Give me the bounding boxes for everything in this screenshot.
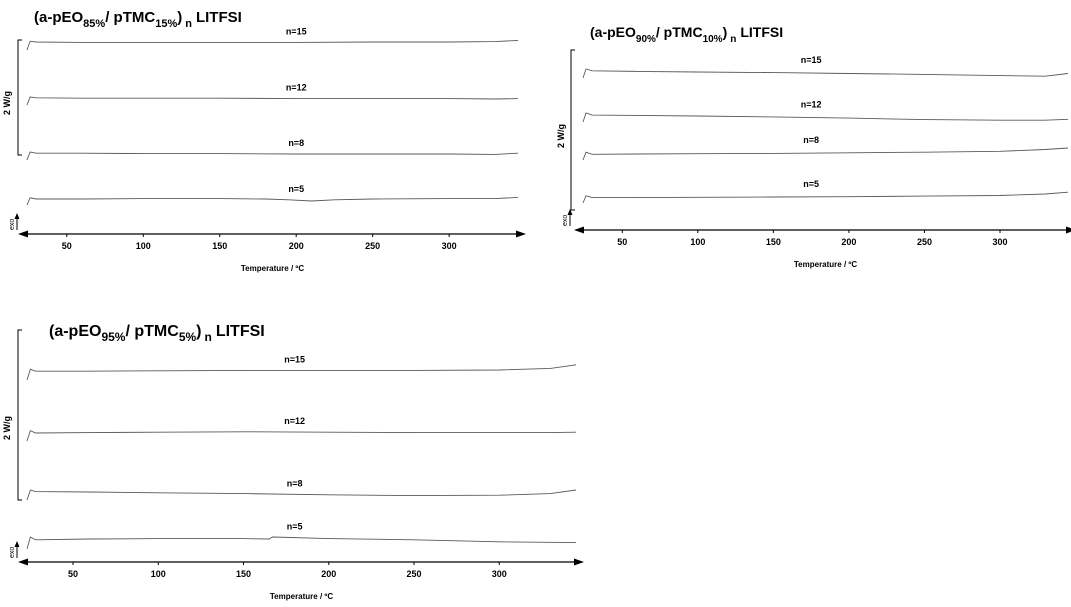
dsc-chart-95-5: (a-pEO95%/ pTMC5%) n LITFSI 2 W/g exo 50 100 15… — [2, 323, 584, 601]
x-tick-label: 150 — [766, 237, 781, 247]
x-tick-label: 300 — [492, 569, 507, 579]
series-label: n=8 — [287, 478, 303, 488]
x-tick-label: 100 — [151, 569, 166, 579]
series-line-n-12 — [26, 96, 519, 106]
series-label: n=8 — [288, 138, 304, 148]
chart-title-part: 90% — [636, 34, 656, 45]
x-tick-label: 50 — [62, 241, 72, 251]
scale-bar-label: 2 W/g — [2, 416, 12, 440]
chart-title-part: n — [204, 330, 211, 344]
series-label: n=5 — [287, 522, 303, 532]
x-tick-label: 250 — [365, 241, 380, 251]
x-axis-arrow-right — [516, 230, 526, 238]
x-tick-label: 200 — [289, 241, 304, 251]
series-label: n=12 — [284, 416, 305, 426]
series-label: n=12 — [801, 100, 822, 110]
x-tick-label: 50 — [617, 237, 627, 247]
x-axis-arrow-left — [574, 226, 584, 234]
x-tick-label: 100 — [690, 237, 705, 247]
chart-title-part: (a-pEO — [590, 24, 636, 40]
dsc-panel-85-15: (a-pEO85%/ pTMC15%) n LITFSI 2 W/g exo 50 100 1… — [0, 0, 540, 290]
x-tick-label: 150 — [236, 569, 251, 579]
exo-label: exo — [9, 547, 16, 558]
series-label: n=12 — [286, 83, 307, 93]
series-line-n-8 — [26, 151, 519, 161]
series-label: n=15 — [801, 55, 822, 65]
scale-bar-label: 2 W/g — [2, 91, 12, 115]
series-label: n=8 — [803, 135, 819, 145]
chart-title: (a-pEO90%/ pTMC10%) n LITFSI — [590, 24, 783, 45]
chart-title-part: 95% — [101, 330, 125, 344]
x-axis-arrow-left — [18, 230, 28, 238]
dsc-panel-90-10: (a-pEO90%/ pTMC10%) n LITFSI 2 W/g exo 50 100 1… — [540, 0, 1071, 290]
chart-title-part: ) — [723, 24, 728, 40]
series-label: n=15 — [286, 26, 307, 36]
chart-title-part: 85% — [83, 18, 105, 30]
chart-title-part: LITFSI — [740, 24, 783, 40]
x-axis-arrow-right — [1066, 226, 1071, 234]
series-label: n=15 — [284, 354, 305, 364]
chart-title-part: 5% — [179, 330, 197, 344]
series-line-n-12 — [26, 429, 577, 442]
exo-arrow-head — [14, 213, 20, 219]
chart-title-part: / pTMC — [656, 24, 703, 40]
chart-title-part: 10% — [703, 34, 723, 45]
x-tick-label: 300 — [442, 241, 457, 251]
exo-arrow-head — [14, 541, 20, 547]
series-label: n=5 — [803, 179, 819, 189]
x-axis-label: Temperature / ºC — [270, 592, 333, 601]
x-axis-arrow-left — [18, 558, 28, 566]
x-axis-label: Temperature / ºC — [794, 260, 857, 269]
x-tick-label: 200 — [321, 569, 336, 579]
x-tick-label: 50 — [68, 569, 78, 579]
series-line-n-12 — [582, 112, 1069, 123]
x-axis-label: Temperature / ºC — [241, 264, 304, 273]
series-line-n-15 — [582, 68, 1069, 79]
chart-title: (a-pEO95%/ pTMC5%) n LITFSI — [49, 323, 265, 344]
chart-title-part: ) — [177, 9, 182, 26]
series-label: n=5 — [288, 184, 304, 194]
dsc-chart-90-10: (a-pEO90%/ pTMC10%) n LITFSI 2 W/g exo 50 100 1… — [556, 24, 1071, 269]
exo-arrow-head — [567, 209, 573, 215]
chart-title-part: ) — [196, 323, 201, 340]
scale-bar-label: 2 W/g — [556, 124, 566, 148]
series-line-n-5 — [26, 196, 519, 206]
chart-title-part: n — [730, 34, 736, 45]
x-tick-label: 100 — [136, 241, 151, 251]
x-tick-label: 250 — [407, 569, 422, 579]
scale-bar — [17, 329, 22, 501]
x-tick-label: 200 — [841, 237, 856, 247]
chart-title-part: LITFSI — [216, 323, 265, 340]
scale-bar — [17, 39, 22, 156]
exo-label: exo — [562, 215, 569, 226]
dsc-chart-85-15: (a-pEO85%/ pTMC15%) n LITFSI 2 W/g exo 50 100 1… — [2, 9, 526, 273]
scale-bar — [570, 49, 575, 211]
x-tick-label: 250 — [917, 237, 932, 247]
series-line-n-15 — [26, 39, 519, 51]
dsc-panel-95-5: (a-pEO95%/ pTMC5%) n LITFSI 2 W/g exo 50 100 15… — [0, 300, 590, 602]
chart-title-part: LITFSI — [196, 9, 242, 26]
series-line-n-5 — [26, 536, 577, 550]
chart-title-part: n — [185, 18, 192, 30]
x-tick-label: 150 — [212, 241, 227, 251]
chart-title-part: (a-pEO — [49, 323, 101, 340]
series-line-n-8 — [582, 147, 1069, 161]
chart-title: (a-pEO85%/ pTMC15%) n LITFSI — [34, 9, 242, 30]
series-line-n-15 — [26, 364, 577, 381]
x-axis-arrow-right — [574, 558, 584, 566]
series-line-n-8 — [26, 489, 577, 501]
chart-title-part: (a-pEO — [34, 9, 84, 26]
exo-label: exo — [9, 219, 16, 230]
x-tick-label: 300 — [992, 237, 1007, 247]
chart-title-part: / pTMC — [125, 323, 179, 340]
chart-title-part: 15% — [155, 18, 177, 30]
chart-title-part: / pTMC — [105, 9, 155, 26]
series-line-n-5 — [582, 191, 1069, 204]
